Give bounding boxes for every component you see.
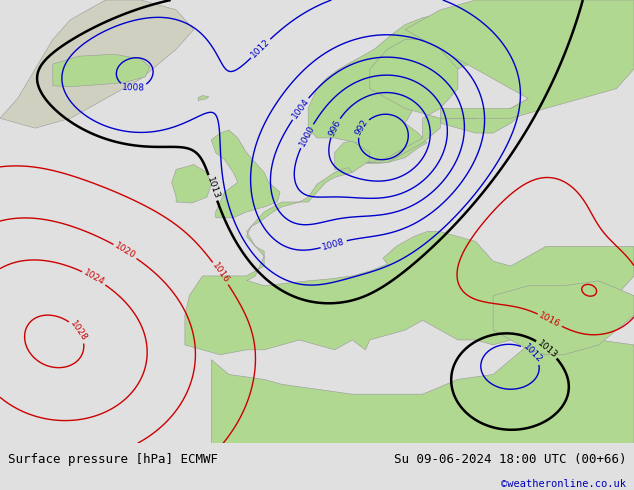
Text: 1008: 1008: [321, 237, 346, 251]
Polygon shape: [440, 10, 537, 133]
Polygon shape: [198, 96, 209, 100]
Polygon shape: [53, 54, 150, 87]
Text: 1000: 1000: [297, 124, 316, 148]
Polygon shape: [172, 165, 211, 203]
Polygon shape: [0, 443, 634, 490]
Polygon shape: [493, 281, 634, 355]
Text: Surface pressure [hPa] ECMWF: Surface pressure [hPa] ECMWF: [8, 453, 217, 466]
Text: 1008: 1008: [122, 83, 145, 93]
Polygon shape: [304, 8, 528, 164]
Text: 1012: 1012: [249, 37, 272, 60]
Polygon shape: [211, 130, 280, 218]
Polygon shape: [361, 39, 458, 163]
Text: 1028: 1028: [68, 319, 89, 343]
Text: 1016: 1016: [538, 311, 562, 329]
Text: 1013: 1013: [205, 175, 221, 200]
Polygon shape: [185, 168, 634, 355]
Polygon shape: [335, 141, 370, 172]
Text: 1013: 1013: [536, 338, 559, 360]
Text: 1016: 1016: [210, 261, 231, 285]
Text: 1020: 1020: [113, 242, 138, 261]
Text: 1024: 1024: [82, 269, 106, 288]
Text: Su 09-06-2024 18:00 UTC (00+66): Su 09-06-2024 18:00 UTC (00+66): [394, 453, 626, 466]
Text: 1004: 1004: [290, 97, 311, 121]
Polygon shape: [0, 0, 194, 128]
Text: ©weatheronline.co.uk: ©weatheronline.co.uk: [501, 479, 626, 490]
Text: 996: 996: [327, 118, 342, 138]
Text: 1012: 1012: [521, 342, 543, 365]
Text: 992: 992: [354, 118, 370, 138]
Polygon shape: [211, 340, 634, 443]
Polygon shape: [405, 0, 634, 118]
